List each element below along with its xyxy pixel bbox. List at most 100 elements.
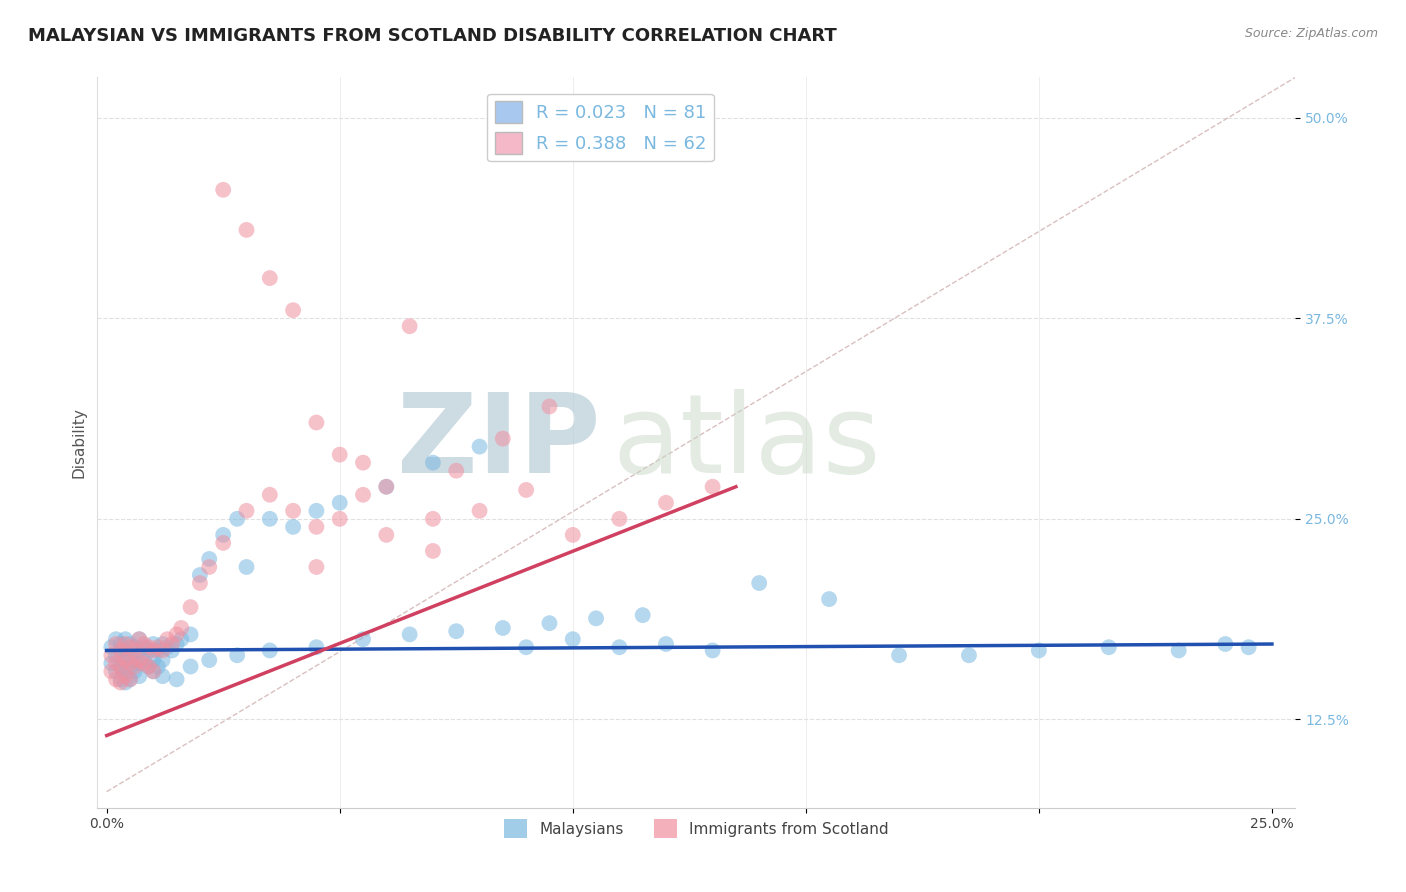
Point	[105, 657, 128, 671]
Point	[1167, 643, 1189, 657]
Point	[132, 637, 155, 651]
Point	[110, 643, 132, 657]
Point	[166, 637, 188, 651]
Point	[1237, 640, 1260, 655]
Point	[180, 627, 202, 641]
Point	[110, 643, 132, 657]
Point	[226, 512, 249, 526]
Point	[128, 669, 150, 683]
Point	[105, 665, 128, 679]
Point	[152, 637, 174, 651]
Point	[398, 319, 420, 334]
Point	[142, 643, 165, 657]
Point	[515, 483, 537, 497]
Point	[114, 632, 136, 647]
Point	[375, 480, 398, 494]
Point	[114, 669, 136, 683]
Point	[655, 637, 678, 651]
Point	[146, 659, 169, 673]
Point	[235, 560, 257, 574]
Point	[160, 637, 183, 651]
Point	[375, 480, 398, 494]
Point	[152, 643, 174, 657]
Point	[118, 673, 141, 687]
Point	[138, 659, 160, 673]
Point	[110, 673, 132, 687]
Point	[887, 648, 910, 663]
Point	[105, 673, 128, 687]
Y-axis label: Disability: Disability	[72, 407, 86, 478]
Point	[132, 640, 155, 655]
Point	[585, 611, 607, 625]
Point	[100, 648, 122, 663]
Point	[352, 488, 374, 502]
Point	[515, 640, 537, 655]
Point	[160, 643, 183, 657]
Point	[128, 653, 150, 667]
Point	[110, 659, 132, 673]
Point	[100, 657, 122, 671]
Point	[110, 675, 132, 690]
Point	[631, 608, 654, 623]
Point	[1213, 637, 1236, 651]
Point	[138, 659, 160, 673]
Point	[329, 512, 352, 526]
Point	[561, 632, 583, 647]
Point	[132, 653, 155, 667]
Point	[352, 632, 374, 647]
Point	[226, 648, 249, 663]
Point	[114, 643, 136, 657]
Point	[235, 504, 257, 518]
Text: ZIP: ZIP	[396, 389, 600, 496]
Point	[212, 536, 235, 550]
Point	[375, 528, 398, 542]
Point	[170, 621, 193, 635]
Point	[748, 576, 770, 591]
Point	[124, 665, 146, 679]
Point	[702, 643, 724, 657]
Point	[128, 657, 150, 671]
Point	[352, 456, 374, 470]
Point	[118, 640, 141, 655]
Point	[444, 624, 467, 639]
Point	[114, 665, 136, 679]
Point	[655, 496, 678, 510]
Point	[281, 303, 304, 318]
Point	[259, 512, 281, 526]
Point	[212, 528, 235, 542]
Point	[198, 653, 221, 667]
Point	[152, 669, 174, 683]
Point	[305, 560, 328, 574]
Point	[305, 416, 328, 430]
Text: MALAYSIAN VS IMMIGRANTS FROM SCOTLAND DISABILITY CORRELATION CHART: MALAYSIAN VS IMMIGRANTS FROM SCOTLAND DI…	[28, 27, 837, 45]
Point	[114, 653, 136, 667]
Point	[198, 560, 221, 574]
Point	[100, 665, 122, 679]
Point	[170, 632, 193, 647]
Text: atlas: atlas	[613, 389, 882, 496]
Point	[305, 504, 328, 518]
Point	[281, 504, 304, 518]
Point	[128, 643, 150, 657]
Point	[156, 640, 179, 655]
Text: Source: ZipAtlas.com: Source: ZipAtlas.com	[1244, 27, 1378, 40]
Point	[118, 637, 141, 651]
Point	[114, 637, 136, 651]
Point	[142, 665, 165, 679]
Point	[305, 520, 328, 534]
Point	[100, 640, 122, 655]
Point	[235, 223, 257, 237]
Point	[142, 637, 165, 651]
Point	[156, 632, 179, 647]
Point	[146, 643, 169, 657]
Point	[105, 632, 128, 647]
Point	[398, 627, 420, 641]
Point	[146, 640, 169, 655]
Point	[105, 637, 128, 651]
Point	[259, 643, 281, 657]
Point	[124, 643, 146, 657]
Point	[110, 659, 132, 673]
Point	[118, 673, 141, 687]
Point	[105, 648, 128, 663]
Point	[561, 528, 583, 542]
